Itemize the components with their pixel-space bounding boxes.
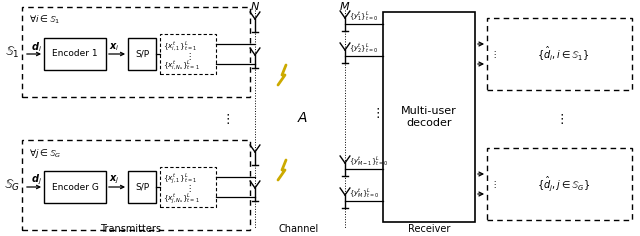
Text: S/P: S/P bbox=[135, 50, 149, 59]
Text: Transmitters: Transmitters bbox=[100, 224, 161, 234]
Text: $\{x_{j,1}^t\}_{t=1}^L$: $\{x_{j,1}^t\}_{t=1}^L$ bbox=[163, 172, 197, 186]
Bar bbox=[487, 148, 632, 220]
Text: $\{y_2^t\}_{t=0}^L$: $\{y_2^t\}_{t=0}^L$ bbox=[349, 42, 378, 55]
Text: $\{x_{i,N_u}^t\}_{t=1}^L$: $\{x_{i,N_u}^t\}_{t=1}^L$ bbox=[163, 59, 200, 73]
Bar bbox=[44, 171, 106, 203]
Text: $\mathbb{S}_G$: $\mathbb{S}_G$ bbox=[4, 177, 20, 193]
Text: $\forall i \in \mathbb{S}_1$: $\forall i \in \mathbb{S}_1$ bbox=[29, 14, 60, 26]
Text: $\vdots$: $\vdots$ bbox=[490, 178, 496, 190]
Bar bbox=[160, 167, 216, 207]
Text: $\{y_M^t\}_{t=0}^L$: $\{y_M^t\}_{t=0}^L$ bbox=[349, 186, 380, 200]
Text: $\mathbb{S}_1$: $\mathbb{S}_1$ bbox=[4, 44, 19, 59]
Text: $\vdots$: $\vdots$ bbox=[221, 111, 230, 126]
Text: $\boldsymbol{x}_i$: $\boldsymbol{x}_i$ bbox=[109, 41, 119, 53]
Text: $\vdots$: $\vdots$ bbox=[371, 105, 380, 119]
Bar bbox=[22, 7, 250, 97]
Text: $\boldsymbol{d}_j$: $\boldsymbol{d}_j$ bbox=[31, 173, 42, 187]
Bar bbox=[22, 140, 250, 230]
Text: $\vdots$: $\vdots$ bbox=[490, 49, 496, 59]
Bar bbox=[128, 38, 156, 70]
Text: $A$: $A$ bbox=[298, 111, 308, 125]
Text: $\boldsymbol{x}_j$: $\boldsymbol{x}_j$ bbox=[109, 174, 119, 186]
Text: $N$: $N$ bbox=[250, 0, 260, 12]
Text: $M$: $M$ bbox=[339, 0, 351, 12]
Text: Receiver: Receiver bbox=[408, 224, 450, 234]
Text: $\{\hat{d}_i,i\in\mathbb{S}_1\}$: $\{\hat{d}_i,i\in\mathbb{S}_1\}$ bbox=[537, 45, 590, 63]
Text: $\vdots$: $\vdots$ bbox=[185, 51, 191, 62]
Text: $\forall j \in \mathbb{S}_G$: $\forall j \in \mathbb{S}_G$ bbox=[29, 147, 61, 160]
Text: $\vdots$: $\vdots$ bbox=[185, 184, 191, 194]
Bar bbox=[383, 12, 475, 222]
Bar bbox=[487, 18, 632, 90]
Text: $\{y_{M-1}^t\}_{t=0}^L$: $\{y_{M-1}^t\}_{t=0}^L$ bbox=[349, 154, 388, 168]
Text: S/P: S/P bbox=[135, 182, 149, 191]
Text: Channel: Channel bbox=[279, 224, 319, 234]
Bar bbox=[44, 38, 106, 70]
Text: Encoder 1: Encoder 1 bbox=[52, 50, 98, 59]
Text: $\boldsymbol{d}_i$: $\boldsymbol{d}_i$ bbox=[31, 40, 42, 54]
Bar bbox=[160, 34, 216, 74]
Text: $\{x_{i,1}^t\}_{t=1}^L$: $\{x_{i,1}^t\}_{t=1}^L$ bbox=[163, 39, 197, 52]
Text: Multi-user
decoder: Multi-user decoder bbox=[401, 106, 457, 128]
Text: Encoder G: Encoder G bbox=[52, 182, 99, 191]
Text: $\{y_1^t\}_{t=0}^L$: $\{y_1^t\}_{t=0}^L$ bbox=[349, 9, 378, 23]
Bar bbox=[128, 171, 156, 203]
Text: $\{\hat{d}_j,j\in\mathbb{S}_G\}$: $\{\hat{d}_j,j\in\mathbb{S}_G\}$ bbox=[537, 175, 590, 193]
Text: $\vdots$: $\vdots$ bbox=[555, 112, 564, 126]
Text: $\{x_{j,N_u}^t\}_{t=1}^L$: $\{x_{j,N_u}^t\}_{t=1}^L$ bbox=[163, 192, 200, 206]
